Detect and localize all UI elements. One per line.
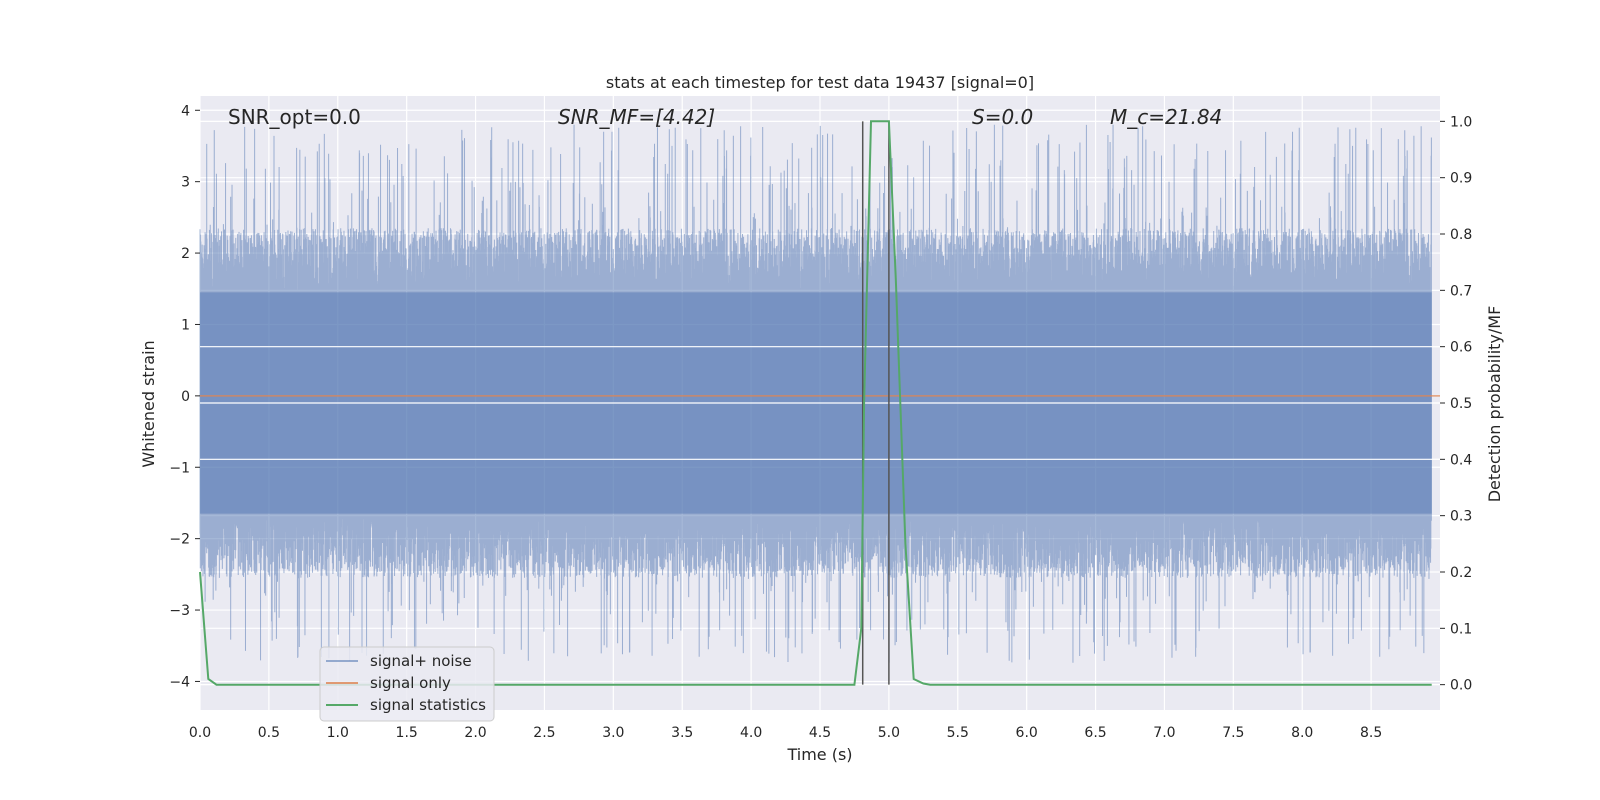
annotation-s: S=0.0: [972, 105, 1033, 129]
series-signal-plus-noise: [199, 124, 1440, 663]
x-tick-label: 4.5: [809, 725, 831, 741]
y-tick-label: 1: [181, 317, 190, 333]
y-tick-label: 0: [181, 389, 190, 405]
legend: signal+ noise signal only signal statist…: [319, 646, 495, 722]
x-tick-label: 1.0: [327, 725, 349, 741]
y-right-tick-label: 0.1: [1450, 621, 1472, 637]
legend-box: [319, 646, 495, 722]
x-tick-label: 5.5: [947, 725, 969, 741]
y-right-tick-label: 0.2: [1450, 565, 1472, 581]
x-tick-label: 7.5: [1222, 725, 1244, 741]
x-tick-label: 6.5: [1084, 725, 1106, 741]
x-tick-label: 1.5: [396, 725, 418, 741]
annotation-snr-mf: SNR_MF=[4.42]: [558, 105, 715, 129]
y-tick-label: −3: [169, 603, 190, 619]
chart-title: stats at each timestep for test data 194…: [606, 73, 1034, 92]
y-right-tick-label: 0.4: [1450, 452, 1472, 468]
y-right-tick-label: 1.0: [1450, 114, 1472, 130]
x-tick-label: 2.5: [533, 725, 555, 741]
x-tick-label: 0.5: [258, 725, 280, 741]
x-tick-label: 4.0: [740, 725, 762, 741]
y-tick-label: 3: [181, 175, 190, 191]
y-right-tick-label: 0.0: [1450, 678, 1472, 694]
y-right-tick-label: 0.8: [1450, 227, 1472, 243]
y-right-tick-label: 0.5: [1450, 396, 1472, 412]
x-tick-label: 6.0: [1016, 725, 1038, 741]
legend-label-signal-plus-noise: signal+ noise: [370, 652, 472, 670]
x-tick-label: 5.0: [878, 725, 900, 741]
y-tick-label: −2: [169, 532, 190, 548]
annotation-snr-opt: SNR_opt=0.0: [228, 105, 361, 129]
y-axis-right-label: Detection probability/MF: [1485, 306, 1504, 503]
y-axis-label: Whitened strain: [139, 340, 158, 467]
x-axis-label: Time (s): [786, 745, 852, 764]
annotation-mc: M_c=21.84: [1110, 105, 1222, 129]
x-tick-label: 2.0: [464, 725, 486, 741]
signal-plus-noise-trace: [199, 124, 1432, 663]
y-tick-label: 4: [181, 103, 190, 119]
legend-label-signal-only: signal only: [370, 674, 451, 692]
x-tick-label: 0.0: [189, 725, 211, 741]
y-right-tick-label: 0.3: [1450, 509, 1472, 525]
x-tick-label: 8.5: [1360, 725, 1382, 741]
axis-ticks: 0.0 0.5 1.0 1.5 2.0 2.5 3.0 3.5 4.0 4.5 5.0 5.5 6.0 6…: [169, 103, 1472, 741]
legend-label-signal-statistics: signal statistics: [370, 696, 486, 714]
y-right-tick-label: 0.7: [1450, 283, 1472, 299]
y-right-tick-label: 0.6: [1450, 340, 1472, 356]
y-tick-label: −4: [169, 674, 190, 690]
x-tick-label: 3.5: [671, 725, 693, 741]
x-tick-label: 7.0: [1153, 725, 1175, 741]
y-right-tick-label: 0.9: [1450, 171, 1472, 187]
y-tick-label: 2: [181, 246, 190, 262]
y-tick-label: −1: [169, 460, 190, 476]
x-tick-label: 8.0: [1291, 725, 1313, 741]
x-tick-label: 3.0: [602, 725, 624, 741]
